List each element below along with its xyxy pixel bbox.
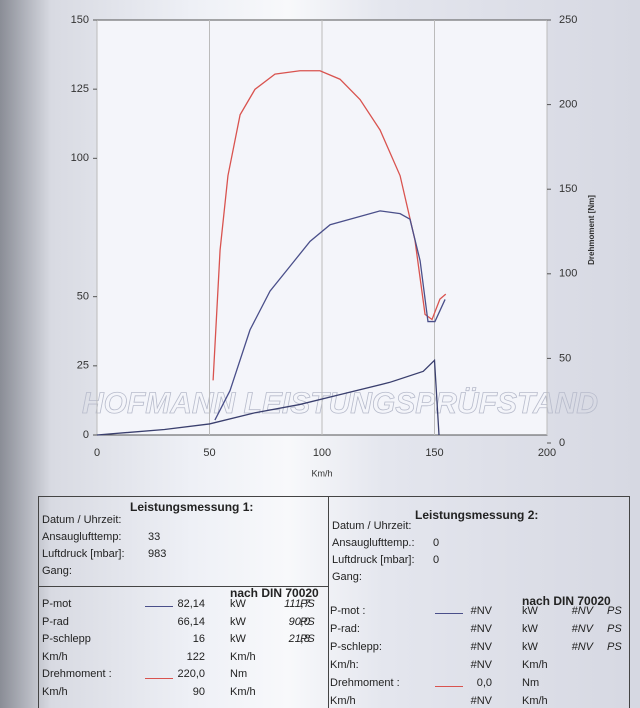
table-cell: #NV xyxy=(470,695,492,707)
table-cell: P-schlepp xyxy=(42,633,91,645)
table-cell: #NV xyxy=(571,605,593,617)
table-cell: Km/h xyxy=(522,659,548,671)
legend-line xyxy=(145,678,173,679)
table-cell: PS xyxy=(300,615,315,628)
y2-tick-label: 150 xyxy=(559,183,577,195)
table-cell: 90,0 xyxy=(288,615,310,628)
y-tick-label: 25 xyxy=(77,360,89,372)
y2-tick-label: 250 xyxy=(559,14,577,26)
x-tick-label: 0 xyxy=(94,447,100,459)
table-cell: 16 xyxy=(192,633,205,645)
table-cell: Gang: xyxy=(42,565,72,577)
x-axis-label: Km/h xyxy=(311,468,332,478)
table-cell: Ansauglufttemp.: xyxy=(332,537,415,549)
y-tick-label: 150 xyxy=(71,14,89,26)
y2-tick-label: 50 xyxy=(559,352,571,364)
x-tick-label: 200 xyxy=(538,447,556,459)
table-cell: nach DIN 70020 xyxy=(230,586,319,600)
y2-tick-label: 200 xyxy=(559,99,577,111)
y2-tick-label: 0 xyxy=(559,437,565,449)
table-cell: P-mot : xyxy=(330,605,366,617)
table-cell: 21,8 xyxy=(288,633,310,645)
table-cell: Drehmoment : xyxy=(330,677,400,689)
y2-tick-label: 100 xyxy=(559,268,577,280)
watermark: HOFMANN LEISTUNGSPRÜFSTAND xyxy=(82,387,598,420)
table-cell: #NV xyxy=(470,623,492,635)
table-cell: Leistungsmessung 1: xyxy=(130,500,254,514)
x-tick-label: 50 xyxy=(203,447,215,459)
table-cell: 122 xyxy=(186,650,205,663)
table-cell: 0,0 xyxy=(476,677,492,689)
table-cell: Km/h xyxy=(522,695,548,707)
table-cell: 0 xyxy=(433,554,440,566)
table-cell: Drehmoment : xyxy=(42,668,112,680)
table-cell: 33 xyxy=(148,531,161,543)
table-cell: Nm xyxy=(230,668,248,680)
table-cell: Km/h xyxy=(230,685,256,698)
table-cell: #NV xyxy=(571,641,593,653)
table-cell: 111,7 xyxy=(284,598,310,610)
divider xyxy=(38,586,328,587)
y-tick-label: 50 xyxy=(77,291,89,303)
table-cell: P-rad xyxy=(42,615,69,628)
table-cell: #NV xyxy=(470,641,492,653)
table-cell: 66,14 xyxy=(177,615,205,628)
table-cell: kW xyxy=(230,598,246,610)
x-tick-label: 150 xyxy=(425,447,443,459)
table-cell: 90 xyxy=(192,685,205,698)
table-cell: Datum / Uhrzeit: xyxy=(332,520,412,532)
y-tick-label: 125 xyxy=(71,83,89,95)
table-cell: Luftdruck [mbar]: xyxy=(42,548,125,560)
table-cell: PS xyxy=(607,641,622,653)
legend-line xyxy=(435,613,463,614)
table-cell: Ansauglufttemp: xyxy=(42,531,122,543)
table-cell: kW xyxy=(522,641,538,653)
table-cell: PS xyxy=(607,605,622,617)
table-cell: PS xyxy=(607,623,622,635)
table-cell: 82,14 xyxy=(177,598,205,610)
table-cell: Km/h: xyxy=(330,659,359,671)
table-cell: Km/h xyxy=(42,650,68,663)
table-cell: 0 xyxy=(433,537,440,549)
table-cell: Nm xyxy=(522,677,540,689)
series-line xyxy=(96,358,440,436)
y-tick-label: 100 xyxy=(71,152,89,164)
table-cell: PS xyxy=(300,633,315,645)
table-cell: kW xyxy=(522,605,538,617)
table-cell: #NV xyxy=(470,659,492,671)
table-cell: Luftdruck [mbar]: xyxy=(332,554,415,566)
table-cell: Datum / Uhrzeit: xyxy=(42,514,122,526)
table-cell: kW xyxy=(230,615,246,628)
table-cell: Km/h xyxy=(330,695,356,707)
table-frame xyxy=(38,496,630,708)
series-line xyxy=(214,210,446,421)
table-cell: P-rad: xyxy=(330,623,360,635)
table-cell: 220,0 xyxy=(177,668,205,680)
legend-line xyxy=(145,606,173,607)
table-cell: Leistungsmessung 2: xyxy=(415,508,539,522)
table-cell: PS xyxy=(300,598,315,610)
table-cell: kW xyxy=(230,633,246,645)
y2-axis-label: Drehmoment [Nm] xyxy=(587,195,596,265)
x-tick-label: 100 xyxy=(313,447,331,459)
table-cell: #NV xyxy=(571,623,593,635)
table-cell: kW xyxy=(522,623,538,635)
divider xyxy=(328,496,329,708)
table-cell: P-schlepp: xyxy=(330,641,382,653)
legend-line xyxy=(435,686,463,687)
y-tick-label: 0 xyxy=(83,429,89,441)
table-cell: #NV xyxy=(470,605,492,617)
table-cell: Gang: xyxy=(332,571,362,583)
table-cell: P-mot xyxy=(42,598,72,610)
chart: Km/h Drehmoment [Nm] HOFMANN LEISTUNGSPR… xyxy=(71,14,599,478)
table-cell: Km/h xyxy=(230,650,256,663)
table-cell: nach DIN 70020 xyxy=(522,594,611,608)
table-cell: Km/h xyxy=(42,685,68,698)
table-cell: 983 xyxy=(148,548,167,560)
